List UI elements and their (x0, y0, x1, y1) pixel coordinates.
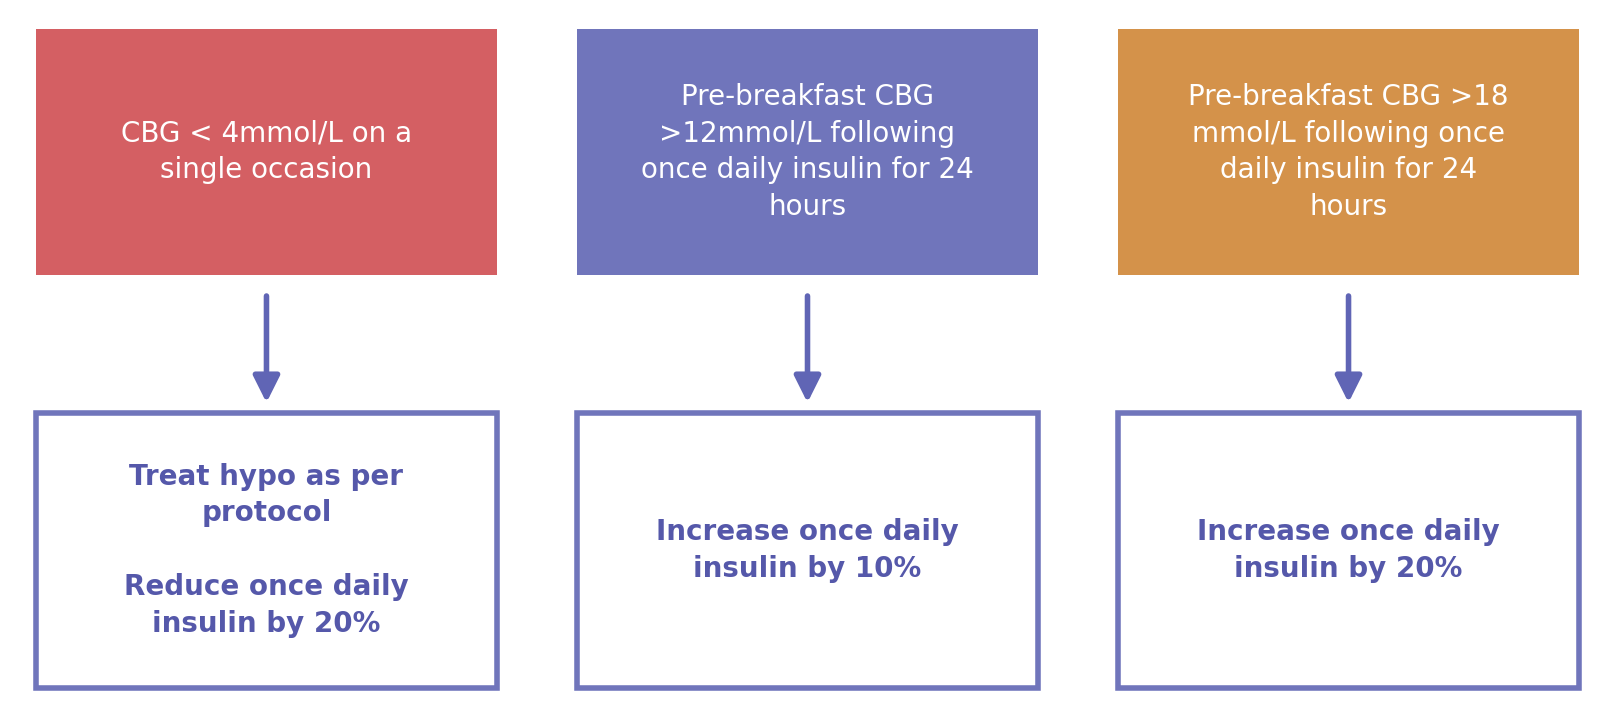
FancyBboxPatch shape (1117, 413, 1578, 688)
FancyBboxPatch shape (37, 29, 495, 275)
Text: CBG < 4mmol/L on a
single occasion: CBG < 4mmol/L on a single occasion (121, 119, 412, 185)
Text: Increase once daily
insulin by 20%: Increase once daily insulin by 20% (1196, 518, 1499, 583)
Text: Pre-breakfast CBG
>12mmol/L following
once daily insulin for 24
hours: Pre-breakfast CBG >12mmol/L following on… (641, 83, 973, 222)
Text: Treat hypo as per
protocol

Reduce once daily
insulin by 20%: Treat hypo as per protocol Reduce once d… (124, 463, 408, 638)
FancyBboxPatch shape (578, 29, 1038, 275)
Text: Increase once daily
insulin by 10%: Increase once daily insulin by 10% (655, 518, 959, 583)
FancyBboxPatch shape (1117, 29, 1578, 275)
FancyBboxPatch shape (578, 413, 1038, 688)
FancyBboxPatch shape (37, 413, 495, 688)
Text: Pre-breakfast CBG >18
mmol/L following once
daily insulin for 24
hours: Pre-breakfast CBG >18 mmol/L following o… (1188, 83, 1507, 222)
